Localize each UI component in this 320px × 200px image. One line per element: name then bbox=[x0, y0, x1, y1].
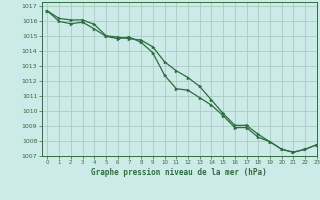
X-axis label: Graphe pression niveau de la mer (hPa): Graphe pression niveau de la mer (hPa) bbox=[91, 168, 267, 177]
